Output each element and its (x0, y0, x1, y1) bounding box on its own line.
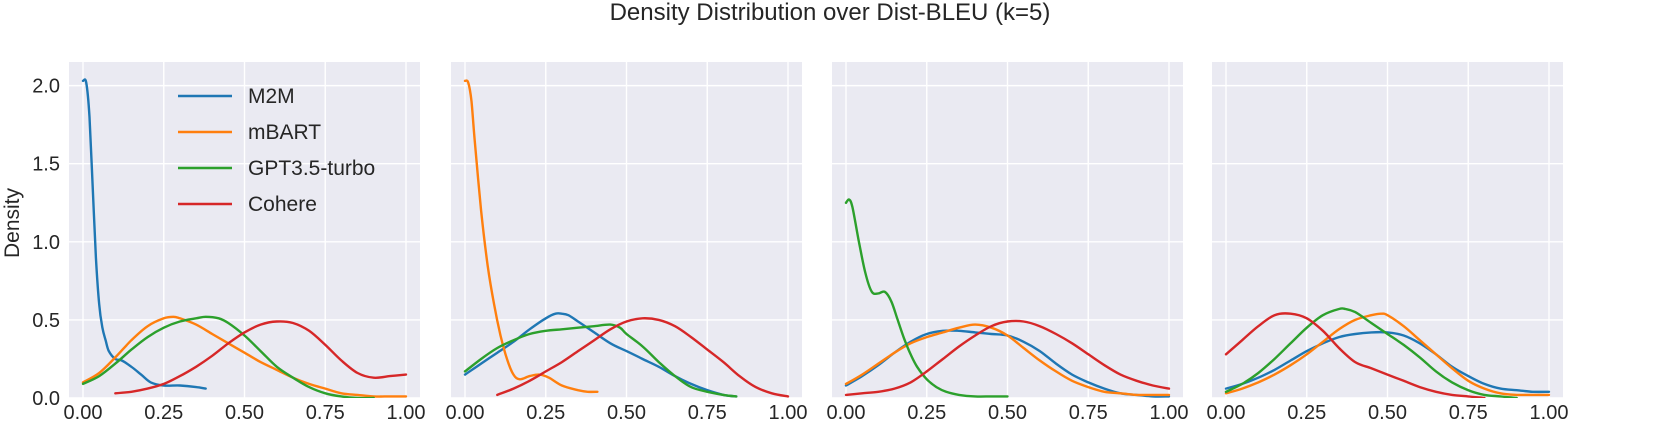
x-tick-label: 0.75 (1449, 402, 1488, 424)
x-tick-label: 0.75 (306, 402, 345, 424)
series-line-mbart (81, 315, 408, 398)
x-tick-label: 0.00 (64, 402, 103, 424)
series-line-gpt3-5-turbo (81, 315, 375, 398)
y-axis-label: Density (1, 187, 24, 258)
x-tick-label: 0.00 (1207, 402, 1246, 424)
chart-title: Density Distribution over Dist-BLEU (k=5… (610, 0, 1051, 26)
series-line-mbart (844, 323, 1171, 397)
legend-label-gpt3-5-turbo: GPT3.5-turbo (248, 157, 375, 180)
x-tick-label: 1.00 (1150, 402, 1189, 424)
series-line-cohere (844, 319, 1171, 397)
panel-3: 0.00 0.25 0.50 0.75 1.00 (827, 62, 1189, 424)
x-tick-label: 1.00 (1530, 402, 1569, 424)
legend-label-m2m: M2M (248, 85, 295, 108)
x-tick-label: 0.75 (1069, 402, 1108, 424)
x-tick-label: 0.25 (1287, 402, 1326, 424)
x-tick-label: 0.50 (1368, 402, 1407, 424)
x-tick-label: 0.00 (446, 402, 485, 424)
x-tick-label: 0.25 (907, 402, 946, 424)
series-line-gpt3-5-turbo (844, 198, 1009, 398)
y-tick-label: 0.0 (32, 388, 60, 410)
panel-1: 0.00 0.25 0.50 0.75 1.00 0.0 0.5 1.0 1.5 2.0 (32, 62, 425, 424)
series-line-mbart (463, 79, 599, 394)
series-line-gpt3-5-turbo (1224, 307, 1518, 398)
series-line-m2m (81, 78, 207, 390)
panel-4: 0.00 0.25 0.50 0.75 1.00 (1207, 62, 1569, 424)
y-tick-label: 1.0 (32, 232, 60, 254)
series-line-cohere (1224, 312, 1486, 398)
y-tick-label: 2.0 (32, 76, 60, 98)
x-tick-label: 0.25 (526, 402, 565, 424)
series-line-mbart (1224, 312, 1551, 397)
panel-2: 0.00 0.25 0.50 0.75 1.00 (446, 62, 808, 424)
x-tick-label: 1.00 (387, 402, 426, 424)
panels-group: 0.00 0.25 0.50 0.75 1.000.00.51.01.52.00.00 0… (32, 62, 1568, 424)
x-tick-label: 0.25 (144, 402, 183, 424)
x-tick-label: 0.50 (988, 402, 1027, 424)
legend: M2M mBART GPT3.5-turbo Cohere (178, 85, 375, 216)
y-tick-label: 0.5 (32, 310, 60, 332)
x-tick-label: 1.00 (769, 402, 808, 424)
y-tick-label: 1.5 (32, 154, 60, 176)
x-tick-label: 0.00 (827, 402, 866, 424)
series-line-cohere (114, 320, 408, 395)
x-tick-label: 0.50 (225, 402, 264, 424)
series-line-cohere (496, 317, 790, 398)
series-line-m2m (1224, 330, 1551, 394)
x-tick-label: 0.75 (688, 402, 727, 424)
x-tick-label: 0.50 (607, 402, 646, 424)
series-line-gpt3-5-turbo (463, 323, 738, 398)
legend-label-cohere: Cohere (248, 193, 317, 216)
legend-label-mbart: mBART (248, 121, 321, 144)
